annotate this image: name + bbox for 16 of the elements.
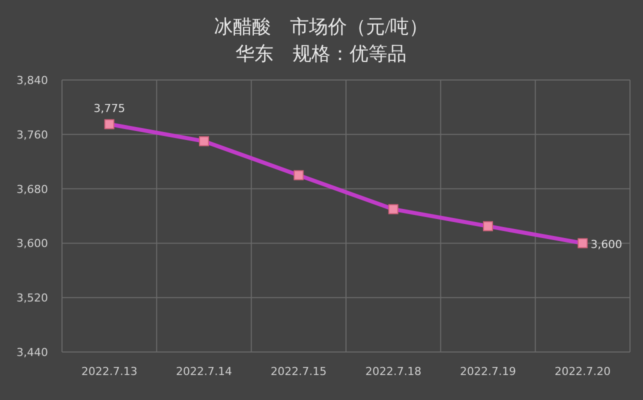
x-tick-label: 2022.7.13: [81, 365, 138, 378]
y-tick-label: 3,760: [16, 128, 48, 142]
x-tick-label: 2022.7.18: [365, 365, 422, 378]
y-tick-label: 3,440: [16, 346, 48, 359]
y-tick-label: 3,600: [16, 237, 48, 250]
x-tick-label: 2022.7.15: [270, 365, 327, 378]
y-tick-label: 3,680: [16, 182, 48, 196]
chart-subtitle: 华东 规格：优等品: [236, 44, 406, 65]
data-label: 3,775: [94, 102, 126, 116]
y-tick-label: 3,840: [16, 74, 48, 87]
chart-title: 冰醋酸 市场价（元/吨）: [214, 16, 428, 38]
y-tick-label: 3,520: [16, 292, 48, 305]
x-tick-label: 2022.7.19: [460, 365, 516, 378]
data-label: 3,600: [590, 238, 622, 252]
x-tick-label: 2022.7.20: [554, 365, 611, 378]
x-tick-label: 2022.7.14: [176, 365, 232, 378]
